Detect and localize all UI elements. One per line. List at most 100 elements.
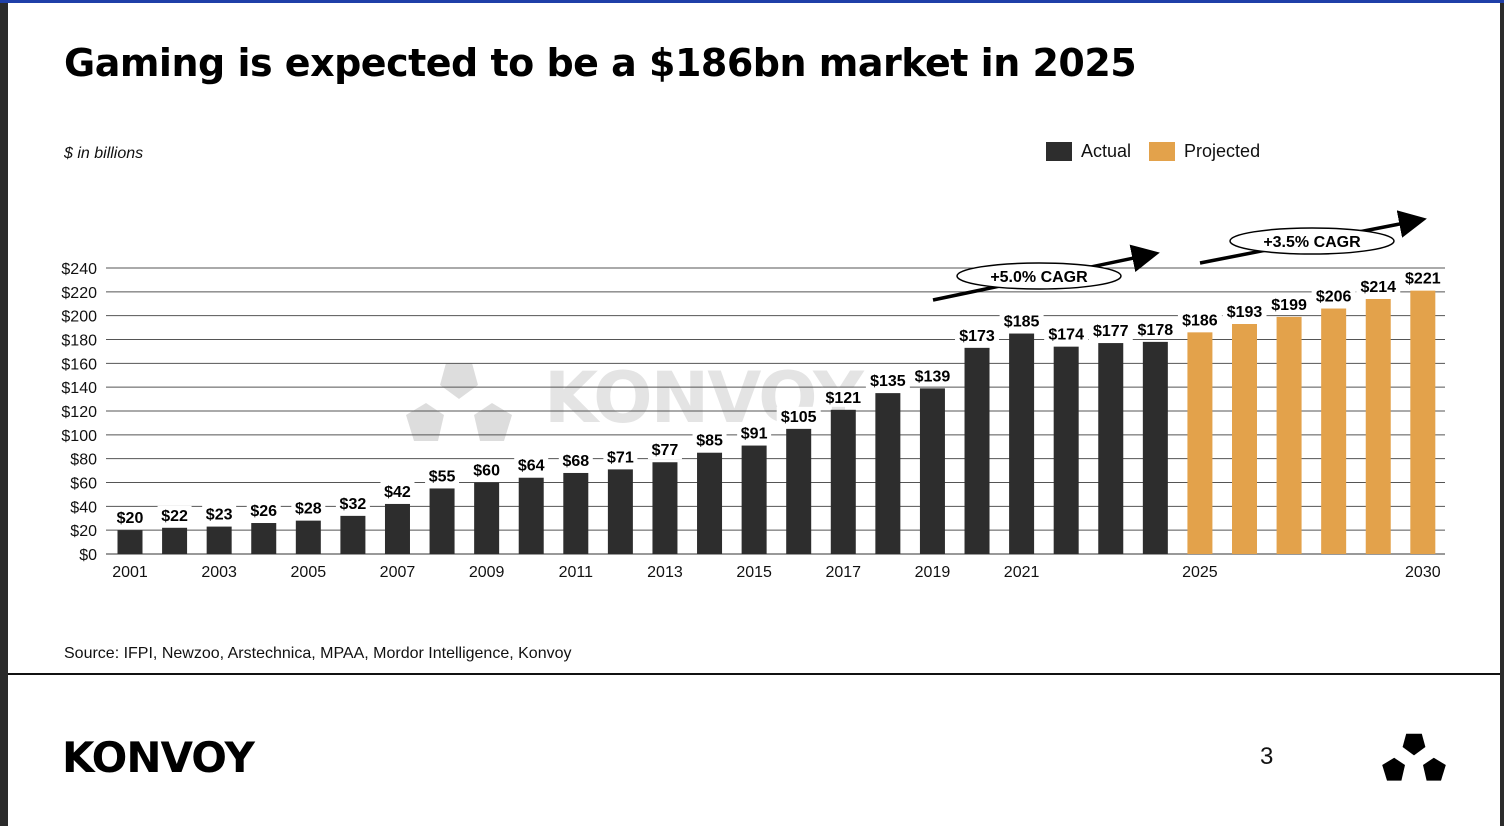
value-label: $42 — [384, 484, 411, 501]
x-tick-label: 2021 — [1004, 564, 1040, 581]
konvoy-logo-icon — [1382, 733, 1446, 781]
bar — [1142, 341, 1168, 554]
value-label-bg — [737, 423, 772, 443]
y-tick-label: $240 — [61, 261, 97, 278]
value-label: $173 — [959, 328, 995, 345]
y-tick-label: $200 — [61, 309, 97, 326]
bar — [251, 523, 277, 554]
chart-legend: Actual Projected — [1046, 141, 1278, 162]
x-tick-label: 2007 — [380, 564, 416, 581]
bar — [1009, 333, 1035, 554]
value-label: $71 — [607, 449, 634, 466]
value-label-bg — [647, 440, 682, 460]
value-label-bg — [246, 501, 281, 521]
value-label-bg — [1088, 321, 1133, 341]
bar — [697, 452, 723, 554]
cagr-label: +3.5% CAGR — [1263, 234, 1361, 251]
legend-swatch-projected — [1149, 142, 1176, 161]
cagr-oval — [956, 262, 1122, 290]
x-tick-label: 2030 — [1405, 564, 1441, 581]
bar — [1410, 290, 1436, 554]
bar — [1321, 308, 1347, 554]
value-label-bg — [1177, 310, 1222, 330]
bar — [429, 488, 455, 554]
x-tick-label: 2005 — [291, 564, 327, 581]
value-label: $22 — [161, 508, 188, 525]
bar — [875, 393, 901, 554]
bar — [830, 409, 856, 554]
bar — [1098, 343, 1124, 554]
value-label: $77 — [652, 442, 679, 459]
x-tick-label: 2019 — [915, 564, 951, 581]
bar — [340, 515, 366, 554]
value-label: $85 — [696, 433, 723, 450]
bar — [1053, 346, 1079, 554]
value-label: $139 — [915, 368, 951, 385]
bar — [786, 428, 812, 554]
value-label-bg — [291, 498, 326, 518]
brand-logo: KONVOY — [62, 733, 255, 782]
slide-title: Gaming is expected to be a $186bn market… — [64, 41, 1137, 85]
value-label: $221 — [1405, 271, 1441, 288]
value-label: $178 — [1138, 322, 1174, 339]
page-number: 3 — [1260, 743, 1274, 770]
bar — [741, 445, 767, 554]
bar — [384, 503, 410, 554]
value-label: $105 — [781, 409, 817, 426]
bar — [563, 472, 589, 554]
value-label: $214 — [1360, 279, 1396, 296]
slide: Gaming is expected to be a $186bn market… — [8, 3, 1500, 826]
y-tick-label: $80 — [70, 452, 97, 469]
y-tick-label: $20 — [70, 523, 97, 540]
bar — [607, 469, 633, 554]
bar — [919, 388, 945, 554]
value-label: $121 — [825, 390, 861, 407]
y-tick-label: $60 — [70, 476, 97, 493]
y-tick-label: $120 — [61, 404, 97, 421]
value-label: $20 — [117, 510, 144, 527]
value-label-bg — [910, 366, 955, 386]
value-label-bg — [1133, 319, 1178, 339]
legend-label-actual: Actual — [1081, 141, 1132, 161]
value-label: $26 — [250, 503, 277, 520]
value-label: $28 — [295, 501, 322, 518]
value-label-bg — [821, 387, 866, 407]
y-tick-label: $160 — [61, 356, 97, 373]
bar — [162, 527, 188, 554]
value-label-bg — [514, 455, 549, 475]
value-label-bg — [776, 406, 821, 426]
x-tick-label: 2009 — [469, 564, 505, 581]
value-label: $64 — [518, 458, 545, 475]
bar — [652, 462, 678, 554]
cagr-label: +5.0% CAGR — [990, 269, 1088, 286]
value-label: $135 — [870, 373, 906, 390]
bar-chart: $0 $20 $40 $60 $80 $100 $120 $140 $160 $180 $200 $2… — [61, 210, 1445, 581]
value-label-bg — [1400, 268, 1445, 288]
y-tick-label: $100 — [61, 428, 97, 445]
window-top-border — [0, 0, 1504, 3]
value-label: $185 — [1004, 314, 1040, 331]
value-label: $91 — [741, 426, 768, 443]
value-label-bg — [202, 504, 237, 524]
value-label: $199 — [1271, 297, 1307, 314]
value-label: $193 — [1227, 304, 1263, 321]
value-label-bg — [1267, 294, 1312, 314]
value-label: $177 — [1093, 323, 1129, 340]
value-label-bg — [865, 371, 910, 391]
legend-label-projected: Projected — [1184, 141, 1261, 161]
value-label: $174 — [1048, 327, 1084, 344]
x-tick-label: 2013 — [647, 564, 683, 581]
value-label: $186 — [1182, 312, 1218, 329]
value-label-bg — [1044, 324, 1089, 344]
value-label-bg — [1311, 286, 1356, 306]
value-label: $68 — [562, 453, 589, 470]
unit-note: $ in billions — [64, 145, 144, 162]
x-tick-label: 2015 — [736, 564, 772, 581]
x-tick-label: 2025 — [1182, 564, 1218, 581]
value-label-bg — [425, 466, 460, 486]
value-label-bg — [335, 493, 370, 513]
value-label-bg — [999, 311, 1044, 331]
bar — [518, 477, 544, 554]
x-tick-label: 2011 — [559, 564, 594, 581]
x-tick-label: 2003 — [201, 564, 237, 581]
